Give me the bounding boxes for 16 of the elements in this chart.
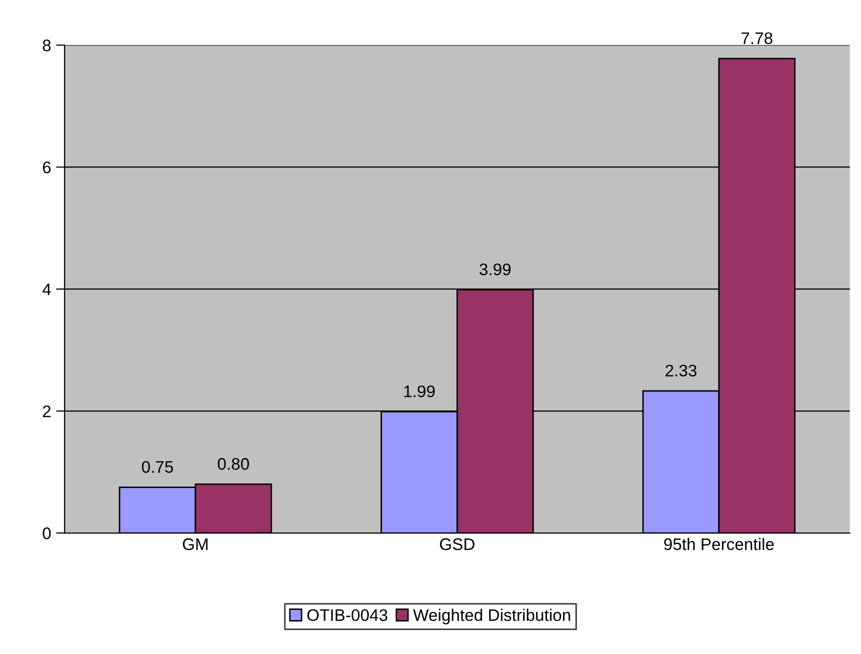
data-label: 3.99 bbox=[480, 263, 511, 276]
x-tick-label: GSD bbox=[440, 538, 474, 550]
y-tick-label: 4 bbox=[42, 284, 51, 296]
x-tick-label: 95th Percentile bbox=[664, 538, 774, 550]
data-label: 1.99 bbox=[404, 385, 435, 398]
y-tick-label: 2 bbox=[42, 405, 51, 418]
data-label: 7.78 bbox=[742, 32, 772, 44]
legend-label: Weighted Distribution bbox=[413, 608, 570, 624]
x-tick-label: GM bbox=[182, 538, 208, 550]
legend-label: OTIB-0043 bbox=[307, 609, 388, 622]
data-label: 2.33 bbox=[666, 364, 696, 377]
data-label: 0.80 bbox=[218, 458, 249, 470]
data-label: 0.75 bbox=[142, 461, 174, 473]
y-tick-label: 0 bbox=[42, 527, 51, 540]
y-tick-label: 6 bbox=[42, 162, 51, 174]
y-tick-label: 8 bbox=[42, 40, 51, 52]
